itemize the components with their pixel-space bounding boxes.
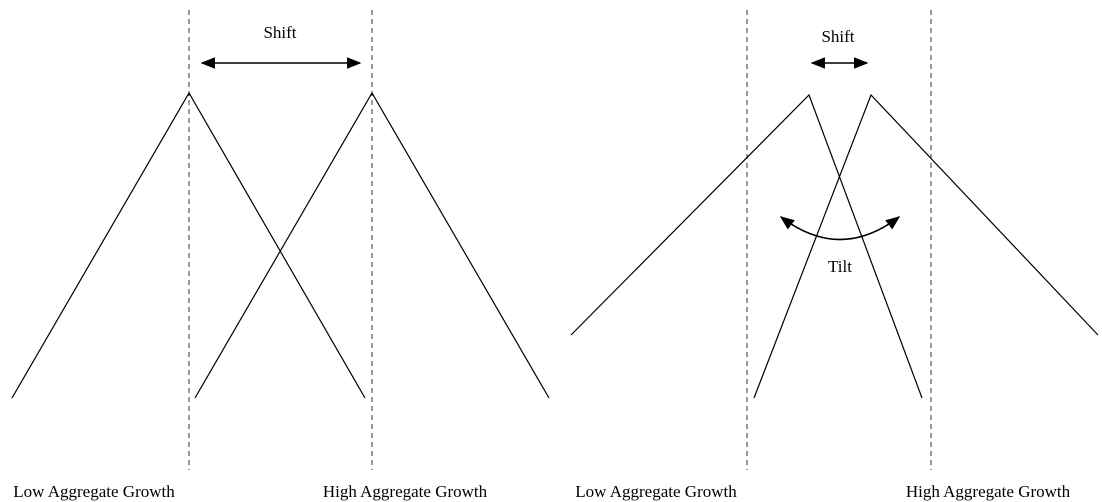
axis-label: Low Aggregate Growth <box>575 482 737 501</box>
axis-label: Low Aggregate Growth <box>13 482 175 501</box>
shift-label: Shift <box>263 23 296 42</box>
shift-label: Shift <box>821 27 854 46</box>
left-panel: Shift Low Aggregate Growth High Aggregat… <box>11 10 550 501</box>
high-growth-curve <box>194 91 550 399</box>
low-growth-curve <box>570 93 923 399</box>
tilt-arrow <box>779 216 901 241</box>
axis-label: High Aggregate Growth <box>906 482 1071 501</box>
right-panel: Shift Tilt Low Aggregate Growth High Agg… <box>570 10 1099 501</box>
tilt-label: Tilt <box>828 257 852 276</box>
high-growth-curve <box>753 93 1099 399</box>
axis-label: High Aggregate Growth <box>323 482 488 501</box>
low-growth-curve <box>11 91 366 399</box>
